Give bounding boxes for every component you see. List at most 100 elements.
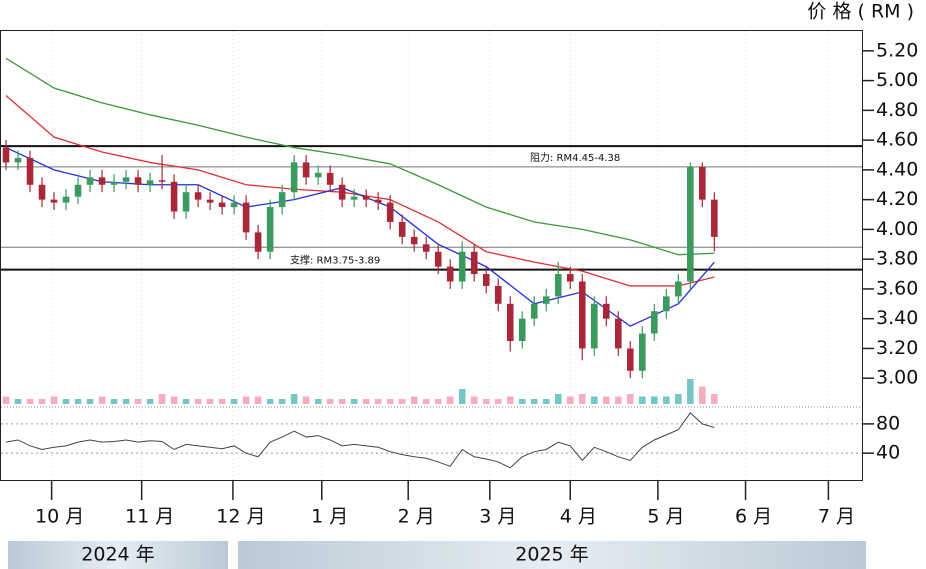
y-tick-label: 4.00 xyxy=(876,218,918,240)
volume-bar xyxy=(590,396,598,404)
y-tick-label: 4.80 xyxy=(876,99,918,121)
candle-body xyxy=(458,251,466,282)
candle-body xyxy=(110,181,118,185)
volume-bar xyxy=(122,399,130,404)
candle-body xyxy=(206,199,214,203)
volume-bar xyxy=(482,399,490,404)
candle-body xyxy=(290,162,298,193)
candle-body xyxy=(242,202,250,233)
volume-bar xyxy=(614,396,622,404)
volume-bar xyxy=(326,399,334,404)
volume-bar xyxy=(62,399,70,404)
candle-body xyxy=(14,157,22,163)
volume-bar xyxy=(422,399,430,404)
candle-body xyxy=(554,274,562,297)
volume-bar xyxy=(711,394,718,404)
candle-body xyxy=(506,303,514,342)
candle-body xyxy=(218,202,226,208)
candle-body xyxy=(362,196,370,200)
candle-body xyxy=(182,192,190,212)
volume-bar xyxy=(566,396,574,404)
volume-bar xyxy=(182,399,190,404)
candle-body xyxy=(254,232,262,252)
candle-body xyxy=(374,199,382,203)
y-tick-label: 3.20 xyxy=(876,337,918,359)
candle-body xyxy=(626,348,634,371)
candle-body xyxy=(434,251,442,267)
volume-bar xyxy=(38,399,46,404)
volume-bar xyxy=(542,399,550,404)
candle-body xyxy=(50,199,58,203)
moving-average xyxy=(5,57,715,256)
volume-bar xyxy=(699,386,706,404)
year-label: 2025 年 xyxy=(515,544,588,566)
candle-body xyxy=(687,166,694,282)
candle-body xyxy=(530,303,538,319)
volume-bar xyxy=(410,396,418,404)
candle-body xyxy=(194,192,202,200)
candle-body xyxy=(614,318,622,349)
candle-body xyxy=(326,172,334,185)
volume-bar xyxy=(254,396,262,404)
candle-body xyxy=(2,147,10,163)
candle-body xyxy=(398,221,406,237)
volume-bar xyxy=(290,394,298,404)
candle-body xyxy=(170,181,178,212)
candle-body xyxy=(675,281,682,297)
candle-body xyxy=(590,303,598,349)
y-tick-label: 3.80 xyxy=(876,248,918,270)
candle-body xyxy=(446,266,454,282)
candle-body xyxy=(566,274,574,282)
volume-bar xyxy=(206,399,214,404)
volume-bar xyxy=(458,389,466,404)
candle-body xyxy=(302,162,310,178)
volume-bar xyxy=(230,399,238,404)
volume-bar xyxy=(218,399,226,404)
y-tick-label: 5.00 xyxy=(876,69,918,91)
y-tick-label: 40 xyxy=(876,442,900,464)
year-band xyxy=(238,541,866,569)
candle-body xyxy=(146,180,154,185)
volume-bar xyxy=(146,399,154,404)
x-tick-label: 2 月 xyxy=(398,506,435,528)
x-tick-label: 6 月 xyxy=(735,506,772,528)
y-tick-label: 80 xyxy=(876,412,900,434)
candle-body xyxy=(578,281,586,349)
rsi-line xyxy=(5,412,715,469)
candle-body xyxy=(134,177,142,185)
volume-bar xyxy=(663,396,670,404)
volume-bar xyxy=(386,399,394,404)
volume-bar xyxy=(50,396,58,404)
candle-body xyxy=(62,196,70,203)
y-tick-label: 4.40 xyxy=(876,158,918,180)
candle-body xyxy=(494,285,502,304)
y-tick-label: 4.60 xyxy=(876,129,918,151)
volume-bar xyxy=(14,399,22,404)
candle-body xyxy=(266,207,274,252)
year-label: 2024 年 xyxy=(81,544,154,566)
candle-body xyxy=(86,177,94,185)
candle-body xyxy=(74,184,82,197)
volume-bar xyxy=(434,399,442,404)
candle-body xyxy=(350,196,358,200)
candle-body xyxy=(602,303,610,319)
volume-bar xyxy=(398,399,406,404)
volume-bar xyxy=(602,396,610,404)
x-tick-label: 3 月 xyxy=(479,506,516,528)
candle-body xyxy=(158,180,166,182)
candle-body xyxy=(651,311,658,334)
volume-bar xyxy=(446,396,454,404)
volume-bar xyxy=(170,396,178,404)
volume-bar xyxy=(242,396,250,404)
volume-bar xyxy=(530,399,538,404)
candle-body xyxy=(470,251,478,275)
level-label: 阻力: RM4.45-4.38 xyxy=(530,151,620,164)
x-tick-label: 4 月 xyxy=(560,506,597,528)
volume-bar xyxy=(278,399,286,404)
y-axis-title: 价 格 ( RM ) xyxy=(807,1,914,23)
candle-body xyxy=(711,199,718,237)
volume-bar xyxy=(494,399,502,404)
volume-bar xyxy=(86,399,94,404)
volume-bar xyxy=(314,399,322,404)
